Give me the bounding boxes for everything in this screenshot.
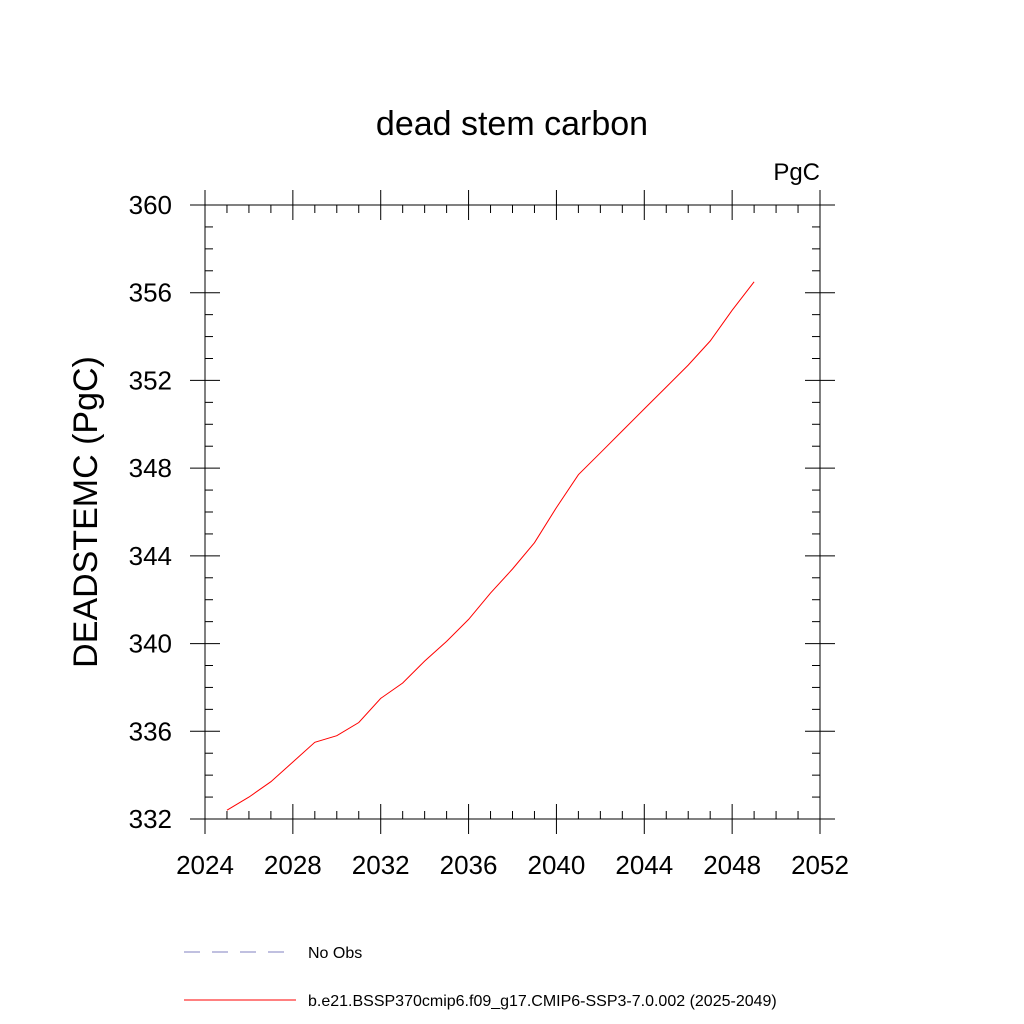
tick-labels: 2024 2028 2032 2036 2040 2044 2048 2052 332 336 34… (129, 190, 849, 880)
legend-label: b.e21.BSSP370cmip6.f09_g17.CMIP6-SSP3-7.… (308, 993, 777, 1010)
ticks (190, 190, 835, 834)
y-tick-label: 348 (129, 453, 172, 483)
x-tick-label: 2032 (352, 850, 410, 880)
y-tick-label: 356 (129, 278, 172, 308)
y-tick-label: 352 (129, 365, 172, 395)
x-tick-label: 2024 (176, 850, 234, 880)
x-tick-label: 2044 (615, 850, 673, 880)
y-tick-label: 340 (129, 629, 172, 659)
chart-title: dead stem carbon (376, 105, 648, 143)
units-label: PgC (773, 159, 820, 186)
y-tick-label: 332 (129, 804, 172, 834)
plot-frame (204, 204, 821, 820)
x-tick-label: 2040 (528, 850, 586, 880)
series-layer (226, 281, 755, 811)
y-tick-label: 360 (129, 190, 172, 220)
x-tick-label: 2052 (791, 850, 849, 880)
y-tick-label: 344 (129, 541, 172, 571)
y-axis-label: DEADSTEMC (PgC) (67, 356, 105, 668)
series-line (226, 281, 755, 811)
legend: No Obs b.e21.BSSP370cmip6.f09_g17.CMIP6-S… (184, 945, 777, 1010)
legend-label: No Obs (308, 945, 362, 962)
y-tick-label: 336 (129, 716, 172, 746)
x-tick-label: 2036 (440, 850, 498, 880)
x-tick-label: 2048 (703, 850, 761, 880)
x-tick-label: 2028 (264, 850, 322, 880)
